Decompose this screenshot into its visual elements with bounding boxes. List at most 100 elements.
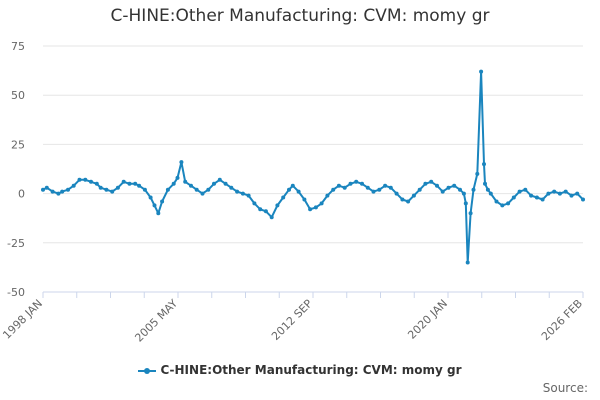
data-point[interactable] [56,191,61,196]
data-point[interactable] [500,203,505,208]
legend[interactable]: C-HINE:Other Manufacturing: CVM: momy gr [0,363,600,377]
data-point[interactable] [171,181,176,186]
data-point[interactable] [336,183,341,188]
data-point[interactable] [534,195,539,200]
data-point[interactable] [325,193,330,198]
data-point[interactable] [348,181,353,186]
data-point[interactable] [223,181,228,186]
data-point[interactable] [452,183,457,188]
data-point[interactable] [511,195,516,200]
data-point[interactable] [156,211,161,216]
data-point[interactable] [523,187,528,192]
data-point[interactable] [98,185,103,190]
data-point[interactable] [60,189,65,194]
data-point[interactable] [482,162,486,167]
data-point[interactable] [483,181,487,186]
data-point[interactable] [485,187,490,192]
data-point[interactable] [388,185,393,190]
data-point[interactable] [71,183,76,188]
data-point[interactable] [160,199,165,204]
data-point[interactable] [569,193,574,198]
data-point[interactable] [406,199,411,204]
data-point[interactable] [377,187,382,192]
data-point[interactable] [287,187,291,192]
data-point[interactable] [194,187,199,192]
data-point[interactable] [575,191,580,196]
data-point[interactable] [137,183,142,188]
data-point[interactable] [121,179,126,184]
data-point[interactable] [94,181,99,186]
data-point[interactable] [229,185,234,190]
data-point[interactable] [458,187,462,192]
data-point[interactable] [258,207,263,212]
data-point[interactable] [461,191,466,196]
data-point[interactable] [313,205,318,210]
data-point[interactable] [494,199,499,204]
data-point[interactable] [44,185,49,190]
data-point[interactable] [152,203,157,208]
data-point[interactable] [104,187,109,192]
data-point[interactable] [189,183,193,188]
data-point[interactable] [142,187,147,192]
data-point[interactable] [411,193,416,198]
data-point[interactable] [296,189,301,194]
data-point[interactable] [217,177,222,182]
data-point[interactable] [179,160,184,165]
data-point[interactable] [269,215,274,220]
data-point[interactable] [354,179,359,184]
data-point[interactable] [465,260,470,265]
data-point[interactable] [529,193,534,198]
data-point[interactable] [66,187,70,192]
data-point[interactable] [240,191,245,196]
data-point[interactable] [540,197,545,202]
data-point[interactable] [475,171,480,176]
data-point[interactable] [319,201,324,206]
data-point[interactable] [115,185,120,190]
data-point[interactable] [371,189,376,194]
data-point[interactable] [440,189,445,194]
data-point[interactable] [165,187,170,192]
data-point[interactable] [331,187,336,192]
data-point[interactable] [183,179,188,184]
data-point[interactable] [246,193,251,198]
data-point[interactable] [281,195,286,200]
data-point[interactable] [360,181,364,186]
data-point[interactable] [400,197,405,202]
data-point[interactable] [463,201,468,206]
data-point[interactable] [127,181,132,186]
data-point[interactable] [423,181,428,186]
data-point[interactable] [148,195,153,200]
data-point[interactable] [435,183,439,188]
data-point[interactable] [557,191,562,196]
data-point[interactable] [41,187,45,192]
data-point[interactable] [417,187,422,192]
data-point[interactable] [429,179,434,184]
data-point[interactable] [200,191,205,196]
data-point[interactable] [563,189,568,194]
data-point[interactable] [581,197,585,202]
data-point[interactable] [383,183,388,188]
data-point[interactable] [83,177,88,182]
data-point[interactable] [365,185,370,190]
data-point[interactable] [479,69,484,74]
data-point[interactable] [342,185,347,190]
data-point[interactable] [275,203,280,208]
data-point[interactable] [89,179,93,184]
data-point[interactable] [446,185,451,190]
data-point[interactable] [50,189,55,194]
data-point[interactable] [546,191,551,196]
data-point[interactable] [263,209,268,214]
data-point[interactable] [488,191,493,196]
data-point[interactable] [517,189,522,194]
data-point[interactable] [110,189,115,194]
data-point[interactable] [175,175,180,180]
data-point[interactable] [77,177,82,182]
data-point[interactable] [212,181,216,186]
data-point[interactable] [471,187,476,192]
data-point[interactable] [468,211,473,216]
data-point[interactable] [235,189,240,194]
data-point[interactable] [290,183,295,188]
data-point[interactable] [206,187,211,192]
data-point[interactable] [302,197,307,202]
data-point[interactable] [308,207,313,212]
